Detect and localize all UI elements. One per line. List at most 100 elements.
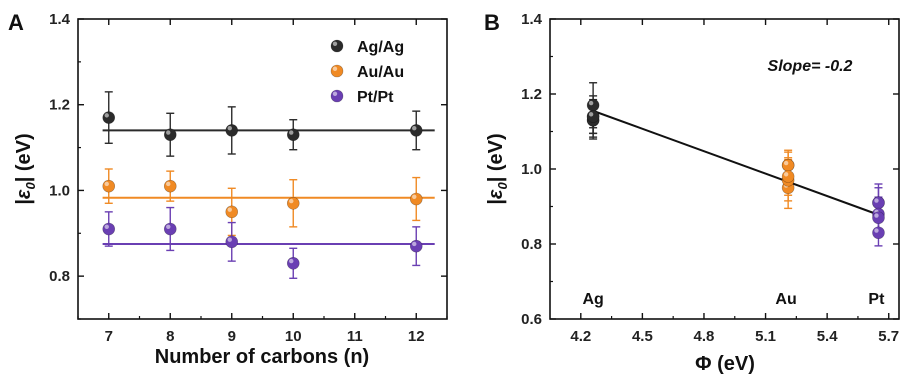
data-point [163,179,177,193]
marker-highlight [332,41,338,46]
data-point [225,124,239,137]
marker-body [409,124,423,137]
data-point [163,128,177,142]
data-point [872,196,885,210]
data-point [286,196,300,210]
y-tick-label: 1.2 [521,86,542,103]
data-point [781,158,795,172]
marker-highlight [412,194,417,199]
y-tick-label: 1.0 [49,182,70,199]
marker-body [225,124,239,137]
x-tick-label: 5.1 [755,328,776,345]
data-point [102,179,116,193]
legend-marker [330,64,344,78]
marker-highlight [588,100,594,106]
marker-body [102,111,116,124]
marker-highlight [588,112,594,117]
x-tick-label: 8 [166,328,174,345]
x-tick-label: 11 [347,328,363,345]
marker-highlight [104,224,109,229]
panel-a-ylabel: |ε0| (eV) [13,133,38,204]
marker-body [872,226,885,240]
data-point [163,222,177,236]
x-tick-label: 10 [285,328,302,345]
marker-highlight [227,126,232,131]
data-point [225,205,239,219]
marker-highlight [289,258,294,264]
marker-body [163,179,177,193]
marker-highlight [783,160,789,166]
x-tick-label: 4.8 [694,328,715,345]
marker-body [286,256,300,270]
marker-body [586,98,600,112]
x-tick-label: 7 [105,328,113,345]
data-point [286,256,300,270]
marker-highlight [412,241,417,247]
panel-a-xlabel: Number of carbons (n) [155,346,369,368]
panel-b-annotations: Slope= -0.2 Ag Au Pt [582,58,885,308]
marker-body [163,222,177,236]
marker-highlight [104,113,109,118]
metal-label: Pt [868,291,885,308]
panel-a: A Number of carbons (n) |ε0| (eV) 7 8 9 10 1… [8,10,448,368]
marker-body [225,205,239,219]
marker-body [330,39,344,53]
fit-line [592,109,877,215]
data-point [409,239,423,253]
data-point [586,110,600,123]
y-tick-label: 1.0 [521,161,542,178]
marker-highlight [874,213,879,218]
metal-label: Ag [582,291,603,308]
panel-b-ylabel: |ε0| (eV) [485,133,510,204]
marker-highlight [874,198,879,203]
y-tick-label: 1.2 [49,97,70,114]
marker-highlight [227,237,232,242]
marker-highlight [289,130,294,135]
data-point [872,211,885,225]
panel-a-marks [102,91,435,279]
marker-highlight [227,207,232,212]
panel-a-label: A [8,10,24,35]
marker-highlight [332,91,338,97]
marker-body [409,192,423,206]
marker-body [102,179,116,193]
marker-highlight [874,228,879,233]
panel-b-xlabel: Φ (eV) [695,353,755,375]
legend-label: Au/Au [357,64,404,81]
panel-b-marks [586,82,885,247]
marker-body [330,64,344,78]
marker-body [409,239,423,253]
panel-b: B Φ (eV) |ε0| (eV) 4.2 4.5 4.8 5.1 5.4 5.7 0.6… [484,10,900,375]
x-tick-label: 5.4 [817,328,839,345]
y-tick-label: 0.8 [521,236,542,253]
data-point [409,124,423,137]
data-point [102,222,116,236]
legend-label: Pt/Pt [357,89,394,106]
marker-body [586,110,600,123]
legend-marker [330,39,344,53]
slope-annotation: Slope= -0.2 [768,58,853,75]
marker-body [225,235,239,249]
marker-body [163,128,177,142]
legend-label: Ag/Ag [357,39,404,56]
x-tick-label: 4.2 [570,328,591,345]
marker-body [872,196,885,210]
marker-body [102,222,116,236]
panel-a-ticks: 7 8 9 10 11 12 0.8 1.0 1.2 1.4 [49,11,448,345]
x-tick-label: 5.7 [878,328,899,345]
y-tick-label: 1.4 [49,11,71,28]
data-point [781,170,795,183]
marker-highlight [332,66,338,72]
marker-body [872,211,885,225]
data-point [872,226,885,240]
data-point [409,192,423,206]
data-point [102,111,116,124]
metal-label: Au [775,291,796,308]
data-point [225,235,239,249]
marker-highlight [166,181,171,187]
marker-highlight [412,126,417,131]
marker-highlight [166,130,171,135]
marker-highlight [166,224,171,229]
y-tick-label: 0.6 [521,311,542,328]
